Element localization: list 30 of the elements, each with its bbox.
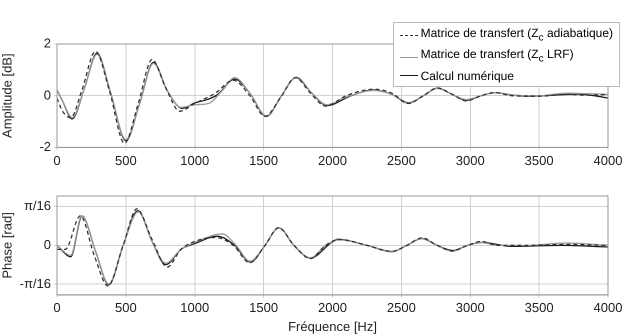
x-tick-label: 2000 [318, 300, 347, 316]
x-tick-label: 1000 [180, 152, 210, 168]
x-tick-label: 1500 [249, 152, 278, 168]
y-axis-title: Amplitude [dB] [0, 53, 14, 138]
x-tick-label: 500 [115, 152, 137, 168]
y-tick-label: 0 [44, 87, 51, 102]
x-tick-label: 3000 [456, 300, 485, 316]
x-tick-label: 2500 [386, 152, 416, 168]
y-tick-label: 0 [44, 236, 51, 252]
x-tick-label: 0 [53, 152, 61, 168]
x-tick-label: 3000 [456, 152, 485, 168]
x-tick-label: 0 [53, 300, 61, 316]
x-axis-title: Fréquence [Hz] [288, 318, 377, 334]
legend-label: Calcul numérique [420, 68, 514, 84]
x-tick-label: 3500 [524, 152, 554, 168]
x-tick-label: 4000 [594, 300, 622, 316]
y-axis-title: Phase [rad] [0, 212, 14, 279]
legend-label: Matrice de transfert (Z$_{c}$ LRF) [420, 46, 574, 67]
x-tick-label: 4000 [594, 152, 622, 168]
legend-label: Matrice de transfert (Z$_{c}$ adiabatique) [420, 25, 613, 46]
y-tick-label: 2 [44, 36, 51, 51]
x-tick-label: 1000 [180, 300, 210, 316]
x-tick-label: 2000 [318, 152, 347, 168]
y-tick-label: π/16 [24, 198, 51, 214]
x-tick-label: 500 [115, 300, 137, 316]
x-tick-label: 1500 [249, 300, 278, 316]
y-tick-label: -π/16 [20, 276, 51, 291]
y-tick-label: -2 [39, 138, 51, 154]
x-tick-label: 2500 [386, 300, 416, 316]
x-tick-label: 3500 [524, 300, 554, 316]
